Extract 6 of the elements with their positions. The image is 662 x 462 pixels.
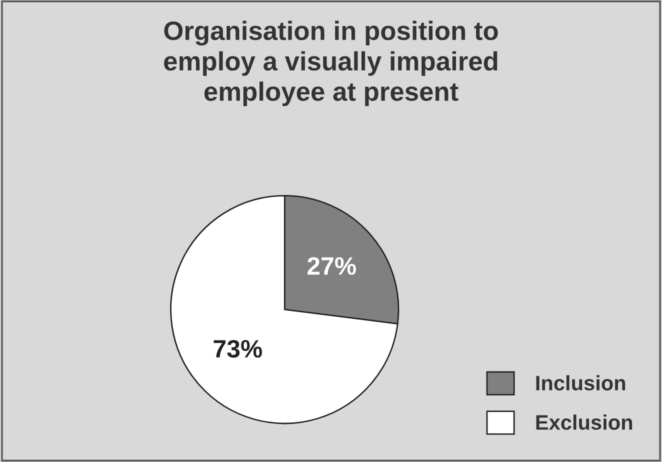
legend-label: Inclusion	[536, 375, 626, 390]
data-label: 27%	[307, 257, 356, 275]
data-label: 73%	[214, 340, 262, 358]
legend-label: Exclusion	[536, 414, 632, 430]
pie-slice	[170, 194, 398, 424]
chart-title: Organisation in position to employ a visually impaired employee at present	[164, 20, 498, 106]
